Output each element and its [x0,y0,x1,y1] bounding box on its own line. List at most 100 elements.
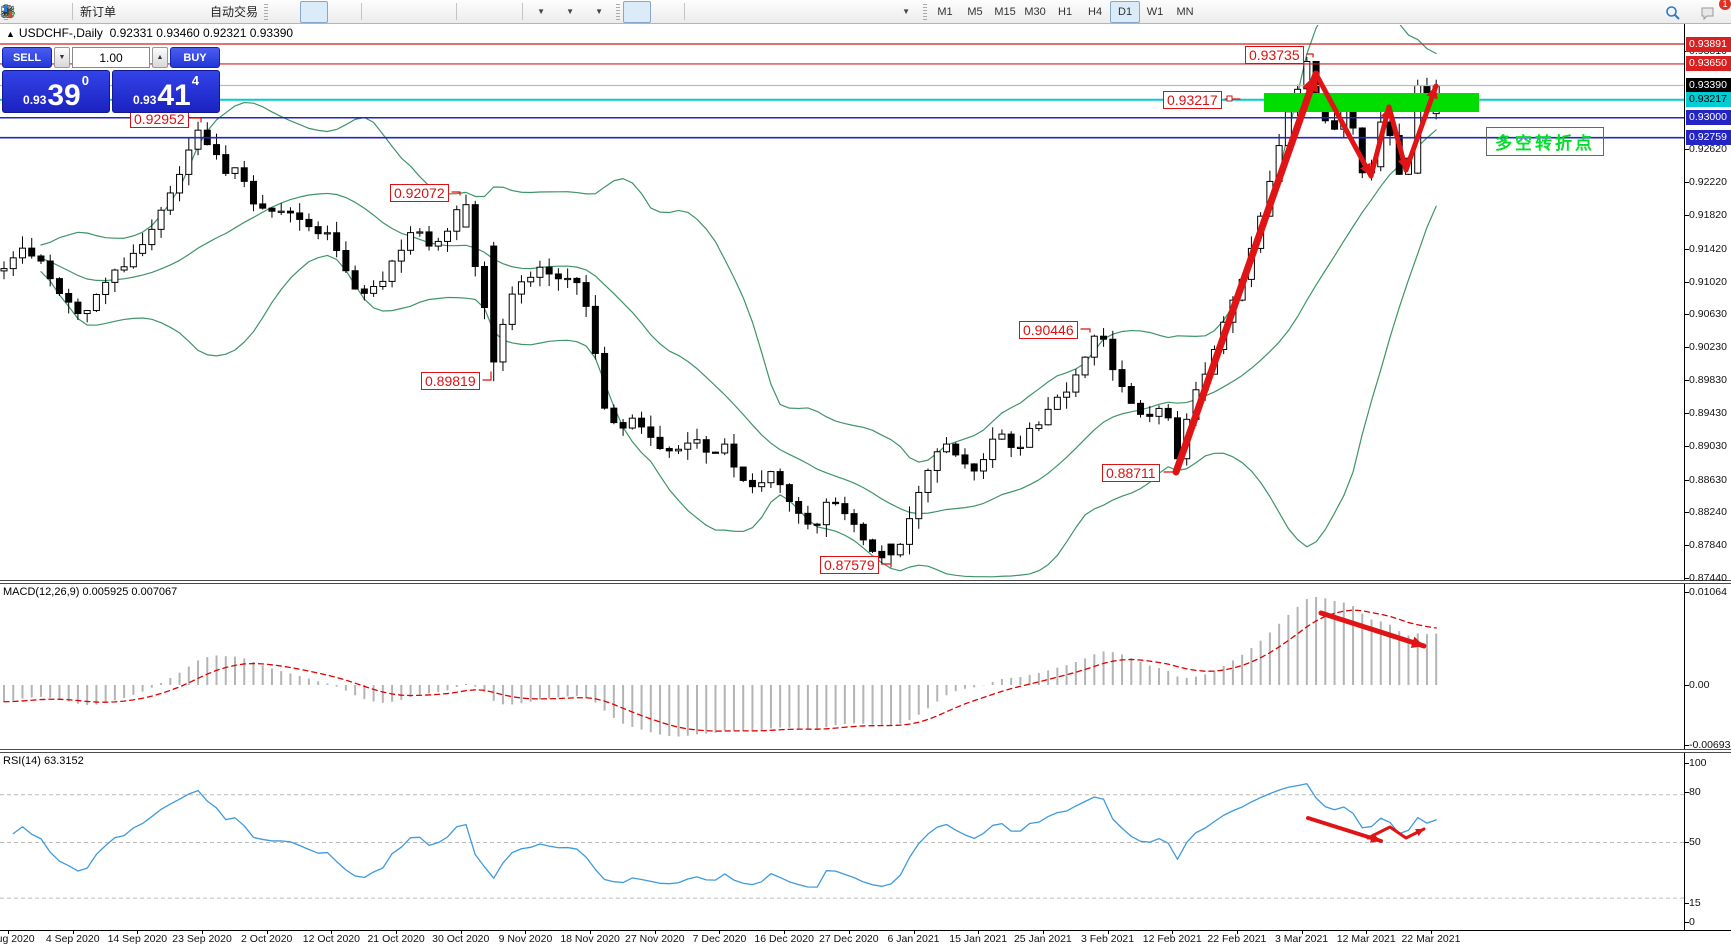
timeframe-button-MN[interactable]: MN [1176,5,1194,18]
crosshair-tool-button[interactable] [1,1,680,23]
tile-windows-button[interactable] [1,1,452,23]
date-axis-label: 27 Dec 2020 [819,933,879,945]
price-chart-panel[interactable] [0,25,1684,581]
templates-caret: ▼ [595,7,603,16]
text-tool-button[interactable]: A [4,1,862,23]
volume-decrease-button[interactable]: ▼ [54,47,70,68]
date-axis-label: 12 Feb 2021 [1142,933,1202,945]
rsi-axis-label-tick [1684,763,1689,764]
price-callout-label: 0.89819 [421,372,480,390]
sell-button[interactable]: SELL [2,47,52,68]
line-chart-mode-button[interactable] [0,1,357,23]
date-tick [202,930,204,934]
timeframe-button-D1[interactable]: D1 [1110,0,1141,23]
chart-symbol-period: USDCHF-,Daily [18,26,103,40]
arrows-caret: ▼ [902,7,910,16]
timeframe-button-M1[interactable]: M1 [937,5,953,18]
date-axis-label: 21 Oct 2020 [367,933,425,945]
auto-trading-button[interactable]: 自动交易 [1,1,261,23]
date-axis-label: 25 Jan 2021 [1013,933,1072,945]
indicators-window-button[interactable] [1,1,68,23]
date-tick [525,930,527,934]
timeframe-button-M5[interactable]: M5 [967,5,983,18]
buy-price-panel[interactable]: 0.93 41 4 [112,70,220,113]
date-axis-label: 15 Jan 2021 [949,933,1008,945]
rsi-axis-label: 0 [1689,916,1695,928]
timeframe-button-H1[interactable]: H1 [1058,5,1073,18]
date-axis-label: 12 Mar 2021 [1336,933,1396,945]
timeframe-button-H4[interactable]: H4 [1088,5,1103,18]
cursor-tool-button[interactable] [4,0,652,23]
price-axis-label: 0.90630 [1689,307,1727,320]
profile-button[interactable] [2,1,177,23]
candlestick-mode-button[interactable] [2,0,329,23]
rsi-axis-label-tick [1684,842,1689,843]
price-callout-label: 0.87579 [820,556,879,574]
auto-scroll-button[interactable] [1,1,489,23]
price-axis-label-tick [1684,149,1689,151]
notifications-button[interactable]: 1 [1699,0,1731,24]
rsi-axis-label: 80 [1689,786,1701,798]
price-axis-label-tick [1684,347,1689,349]
text-label-tool-button[interactable]: T [1,1,891,23]
chart-window-button[interactable] [1,1,39,23]
fibonacci-tool-button[interactable]: F [2,1,833,23]
rsi-axis-label: 50 [1689,836,1701,848]
rsi-panel[interactable] [0,753,1684,930]
zoom-out-button[interactable] [1,1,423,23]
macd-axis-label-tick [1684,592,1689,593]
bar-chart-mode-button[interactable] [1,1,299,23]
price-callout-label: 0.93217 [1163,91,1222,109]
date-axis-label: 14 Sep 2020 [107,933,168,945]
volume-input[interactable] [72,47,150,68]
channel-tool-button[interactable]: E [0,1,804,23]
macd-panel-separator[interactable] [0,580,1731,584]
chart-ohlc-values: 0.92331 0.93460 0.92321 0.93390 [109,26,294,40]
price-axis-label: 0.89030 [1689,440,1727,453]
price-axis-label-tick [1684,413,1689,415]
timeframe-button-M15[interactable]: M15 [994,5,1016,18]
search-button[interactable] [1665,2,1693,24]
date-axis-label: 30 Oct 2020 [432,933,490,945]
market-watch-button[interactable] [1,1,148,23]
periods-button[interactable]: ▼ [1,1,584,23]
date-tick [266,930,268,934]
date-tick [1430,930,1432,934]
price-axis-label: 0.89830 [1689,374,1727,387]
new-order-label: 新订单 [80,5,117,19]
trendline-tool-button[interactable] [1,1,775,23]
price-axis-label: 0.92620 [1689,143,1727,156]
arrows-tool-button[interactable]: ▼ [2,1,920,23]
rsi-panel-separator[interactable] [0,749,1731,753]
templates-button[interactable]: ▼ [1,1,613,23]
vertical-line-tool-button[interactable] [7,1,717,23]
price-axis-label: 0.91420 [1689,242,1727,255]
rsi-axis-label-tick [1684,922,1689,923]
horizontal-line-tool-button[interactable] [2,1,746,23]
chart-shift-button[interactable] [1,1,518,23]
buy-button[interactable]: BUY [170,47,220,68]
date-tick [1366,930,1368,934]
add-indicator-button[interactable]: ▼ [1,1,555,23]
notification-badge: 1 [1719,0,1731,10]
date-axis-label: 16 Dec 2020 [754,933,814,945]
date-tick [396,930,398,934]
price-axis-label: 0.90230 [1689,341,1727,354]
volume-increase-button[interactable]: ▲ [152,47,168,68]
signals-button[interactable] [2,1,206,23]
macd-axis-label-tick [1684,745,1689,746]
price-axis-label-tick [1684,511,1689,513]
date-axis-label: 2 Oct 2020 [241,933,293,945]
sell-price-panel[interactable]: 0.93 39 0 [2,70,110,113]
date-axis-label: 6 Aug 2020 [0,933,35,945]
new-order-button[interactable]: 新订单 [2,1,119,23]
zoom-in-button[interactable] [1,1,394,23]
date-tick [1301,930,1303,934]
date-tick [913,930,915,934]
price-axis-label: 0.92220 [1689,176,1727,189]
macd-panel[interactable] [0,584,1684,750]
date-tick [590,930,592,934]
timeframe-button-W1[interactable]: W1 [1146,5,1164,18]
timeframe-button-M30[interactable]: M30 [1024,5,1046,18]
